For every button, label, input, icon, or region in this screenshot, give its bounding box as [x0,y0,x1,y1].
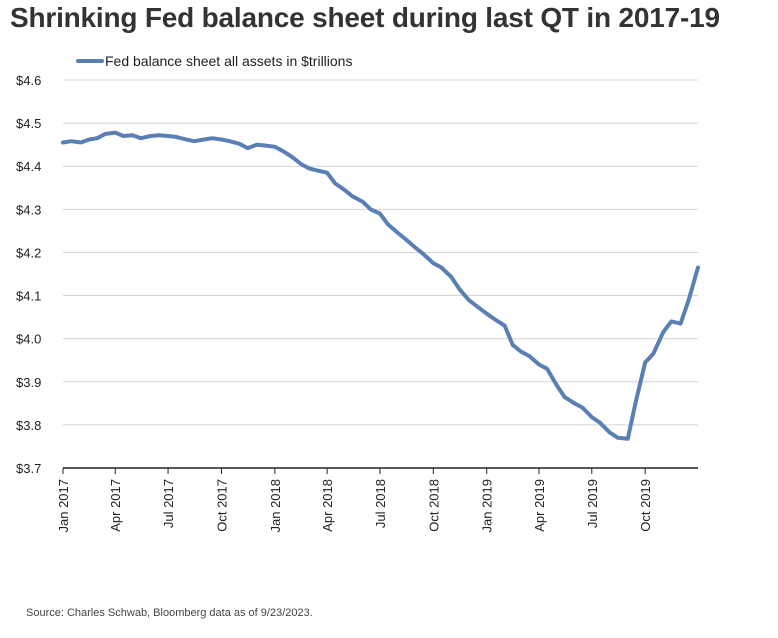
y-tick-label: $3.8 [16,418,41,433]
x-tick-label: Jul 2018 [373,479,388,528]
y-tick-label: $4.0 [16,332,41,347]
x-tick-label: Oct 2017 [214,479,229,532]
x-tick-label: Jul 2017 [161,479,176,528]
y-tick-label: $4.6 [16,73,41,88]
chart: $3.7 $3.8 $3.9 $4.0 $4.1 $4.2 $4.3 $4.4 $4.5 $4.6… [16,53,700,533]
series-group [61,130,700,441]
x-tick-label: Apr 2017 [108,479,123,532]
x-tick-label: Jan 2018 [268,479,283,533]
x-tick-label: Apr 2019 [532,479,547,532]
y-tick-label: $4.1 [16,289,41,304]
y-tick-label: $3.9 [16,375,41,390]
x-tick-label: Oct 2019 [638,479,653,532]
y-tick-label: $4.4 [16,159,41,174]
y-axis-ticks: $3.7 $3.8 $3.9 $4.0 $4.1 $4.2 $4.3 $4.4 $4.5 $4.6 [16,73,41,476]
legend-label: Fed balance sheet all assets in $trillio… [105,53,352,69]
x-tick-label: Apr 2018 [320,479,335,532]
x-tick-label: Jan 2017 [56,479,71,533]
legend: Fed balance sheet all assets in $trillio… [76,53,352,69]
series-line [61,130,700,441]
grid-lines [63,79,698,426]
y-tick-label: $4.3 [16,202,41,217]
x-tick-label: Oct 2018 [426,479,441,532]
x-tick-label: Jul 2019 [585,479,600,528]
y-tick-label: $3.7 [16,461,41,476]
source-note: Source: Charles Schwab, Bloomberg data a… [26,607,313,619]
x-tick-label: Jan 2019 [480,479,495,533]
x-axis: Jan 2017 Apr 2017 Jul 2017 Oct 2017 Jan 2018… [56,467,698,533]
y-tick-label: $4.5 [16,116,41,131]
chart-title: Shrinking Fed balance sheet during last … [10,2,720,33]
y-tick-label: $4.2 [16,245,41,260]
